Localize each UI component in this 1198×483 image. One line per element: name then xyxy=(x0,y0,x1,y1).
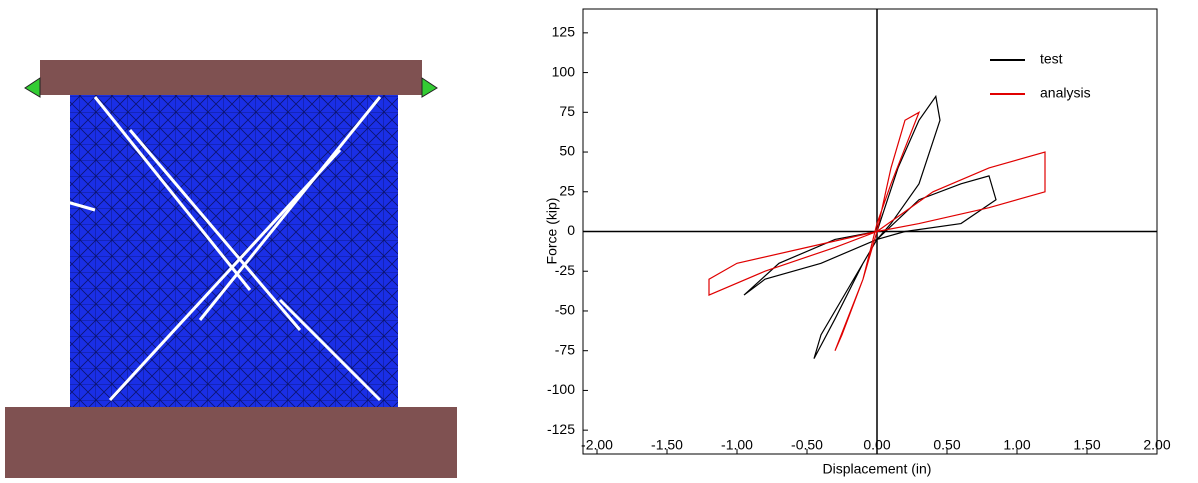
x-tick-label: -1.00 xyxy=(721,437,753,453)
x-tick-label: 0.50 xyxy=(933,437,960,453)
legend-label: test xyxy=(1040,51,1063,67)
x-tick-label: 2.00 xyxy=(1143,437,1170,453)
y-tick-label: 25 xyxy=(559,182,575,198)
x-tick-label: 1.00 xyxy=(1003,437,1030,453)
y-tick-label: -100 xyxy=(547,381,575,397)
y-tick-label: 75 xyxy=(559,103,575,119)
series-line xyxy=(708,110,1046,351)
cracks xyxy=(59,96,382,402)
x-tick-label: -0.50 xyxy=(791,437,823,453)
series-line xyxy=(743,94,997,359)
x-axis-label: Displacement (in) xyxy=(823,461,932,477)
left-support xyxy=(24,77,41,98)
y-axis-label: Force (kip) xyxy=(544,198,560,265)
y-tick-label: -25 xyxy=(555,262,575,278)
x-tick-label: -2.00 xyxy=(581,437,613,453)
y-tick-label: -50 xyxy=(555,302,575,318)
y-tick-label: 125 xyxy=(552,24,576,40)
x-tick-label: -1.50 xyxy=(651,437,683,453)
y-tick-label: -125 xyxy=(547,421,575,437)
base-block xyxy=(5,407,457,478)
right-support xyxy=(421,77,438,98)
legend-label: analysis xyxy=(1040,85,1091,101)
top-beam xyxy=(40,60,422,95)
y-tick-label: 0 xyxy=(567,222,575,238)
y-tick-label: 100 xyxy=(552,63,576,79)
wall-model xyxy=(5,60,457,478)
x-tick-label: 1.50 xyxy=(1073,437,1100,453)
y-tick-label: 50 xyxy=(559,143,575,159)
y-tick-label: -75 xyxy=(555,341,575,357)
